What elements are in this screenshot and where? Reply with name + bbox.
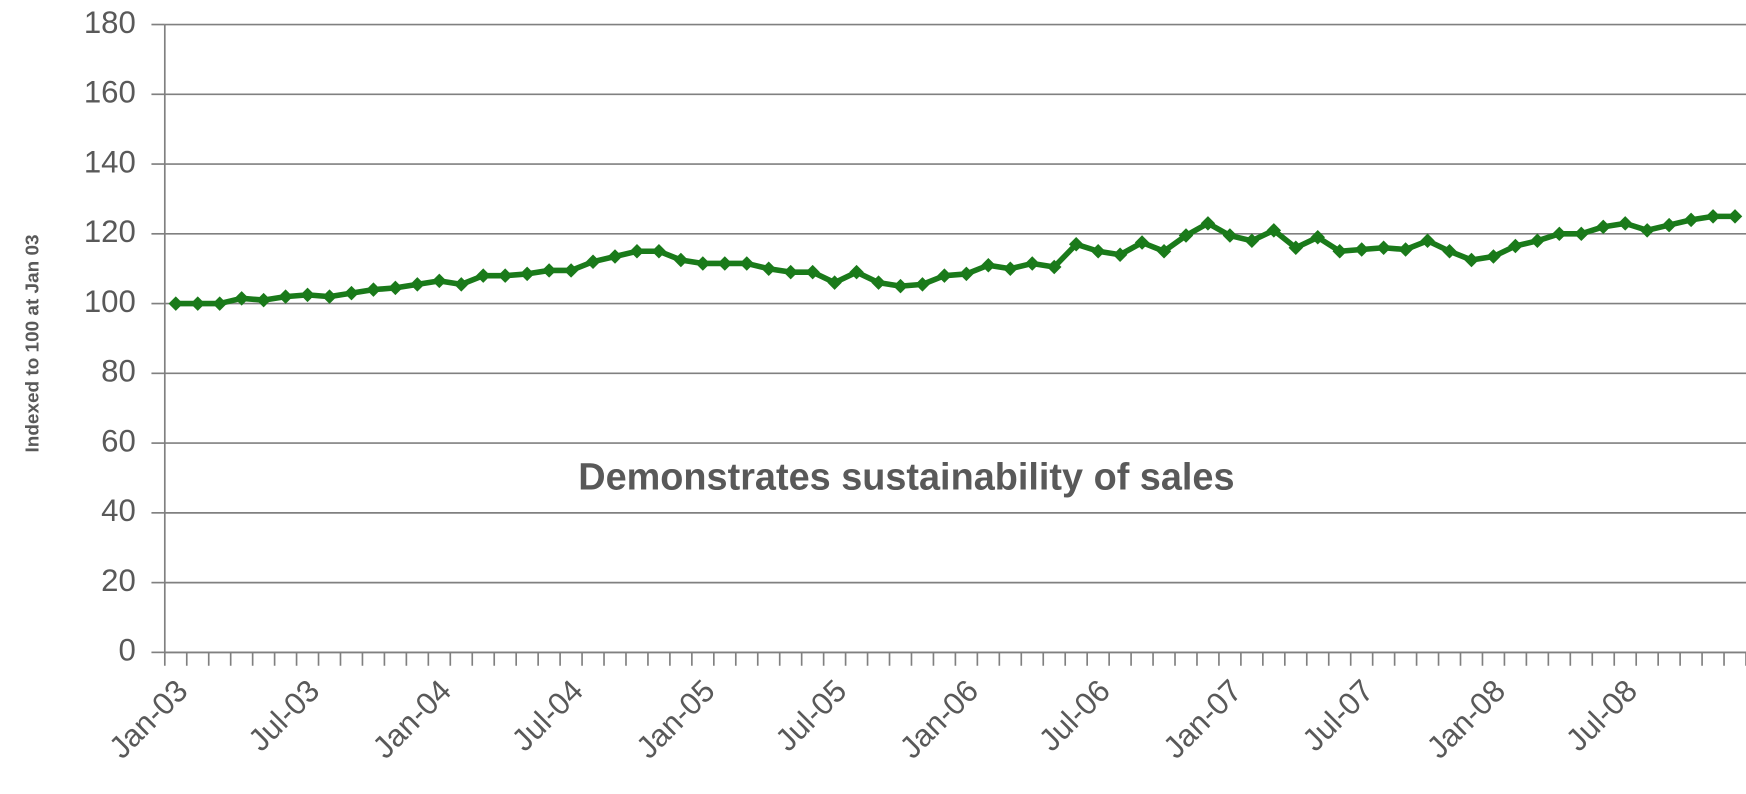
marker — [519, 266, 535, 282]
marker — [1420, 233, 1435, 249]
marker — [695, 256, 711, 271]
marker — [1332, 244, 1347, 259]
marker — [1266, 223, 1282, 238]
y-tick-label: 120 — [84, 214, 136, 249]
x-tick-label: Jul-05 — [769, 673, 854, 758]
marker — [1244, 233, 1260, 249]
x-tick-label: Jul-07 — [1296, 673, 1381, 758]
marker — [893, 278, 908, 294]
y-axis-title: Indexed to 100 at Jan 03 — [22, 234, 43, 452]
marker — [300, 287, 315, 303]
marker — [629, 244, 645, 259]
marker — [212, 296, 227, 311]
x-tick-label: Jul-06 — [1032, 673, 1117, 758]
x-tick-label: Jan-07 — [1156, 673, 1248, 765]
marker — [1727, 209, 1743, 224]
marker — [497, 268, 513, 283]
marker — [1552, 226, 1567, 242]
marker — [1464, 252, 1479, 268]
marker — [563, 263, 579, 278]
y-tick-label: 20 — [101, 563, 136, 598]
y-tick-label: 140 — [84, 144, 136, 179]
marker — [168, 296, 184, 311]
marker — [1617, 216, 1633, 231]
marker — [1639, 223, 1655, 238]
marker — [366, 282, 381, 297]
marker — [1530, 233, 1545, 249]
marker — [739, 256, 755, 271]
marker — [541, 263, 557, 278]
y-tick-label: 0 — [119, 633, 136, 668]
marker — [190, 296, 205, 311]
x-tick-label: Jan-05 — [629, 673, 721, 765]
annotation: Demonstrates sustainability of sales — [578, 457, 1234, 499]
y-tick-label: 100 — [84, 284, 136, 319]
x-tick-label: Jan-08 — [1420, 673, 1512, 765]
y-tick-label: 160 — [84, 75, 136, 110]
marker — [1508, 238, 1523, 254]
marker — [1310, 230, 1325, 245]
x-tick-label: Jan-06 — [893, 673, 985, 765]
marker — [673, 252, 689, 268]
marker — [1090, 244, 1106, 259]
marker — [454, 277, 469, 292]
marker — [849, 264, 864, 280]
marker — [981, 257, 996, 273]
marker — [278, 289, 293, 304]
marker — [1003, 261, 1018, 276]
x-tick-label: Jul-03 — [241, 673, 326, 758]
marker — [1222, 228, 1238, 243]
marker — [915, 277, 930, 292]
marker — [761, 261, 776, 276]
marker — [1574, 226, 1589, 242]
y-tick-label: 60 — [101, 423, 136, 458]
x-tick-label: Jan-03 — [102, 673, 194, 765]
marker — [1376, 240, 1391, 256]
marker — [1068, 237, 1084, 252]
y-tick-label: 180 — [84, 5, 136, 40]
marker — [1025, 256, 1040, 271]
marker — [651, 244, 667, 259]
marker — [585, 254, 601, 269]
x-tick-label: Jul-08 — [1559, 673, 1644, 758]
marker — [1398, 242, 1413, 257]
marker — [322, 289, 337, 304]
marker — [344, 285, 359, 301]
marker — [475, 268, 491, 283]
marker — [607, 249, 623, 264]
marker — [410, 277, 425, 292]
marker — [1442, 244, 1457, 259]
x-tick-label: Jan-04 — [366, 673, 458, 765]
x-tick-label: Jul-04 — [505, 673, 590, 758]
marker — [959, 266, 974, 282]
marker — [1705, 209, 1721, 224]
marker — [1200, 216, 1216, 231]
marker — [1354, 242, 1369, 257]
y-tick-label: 40 — [101, 493, 136, 528]
marker — [827, 275, 842, 290]
marker — [1661, 217, 1677, 233]
y-tick-label: 80 — [101, 354, 136, 389]
series-line — [175, 213, 1736, 307]
marker — [1288, 240, 1304, 256]
marker — [871, 275, 886, 290]
marker — [432, 273, 447, 289]
marker — [256, 292, 271, 308]
marker — [234, 291, 249, 306]
marker — [717, 256, 733, 271]
marker — [1596, 219, 1611, 235]
marker — [783, 264, 798, 280]
marker — [805, 264, 820, 280]
marker — [1683, 212, 1699, 228]
marker — [388, 280, 403, 296]
marker — [1134, 235, 1150, 250]
marker — [937, 268, 952, 283]
